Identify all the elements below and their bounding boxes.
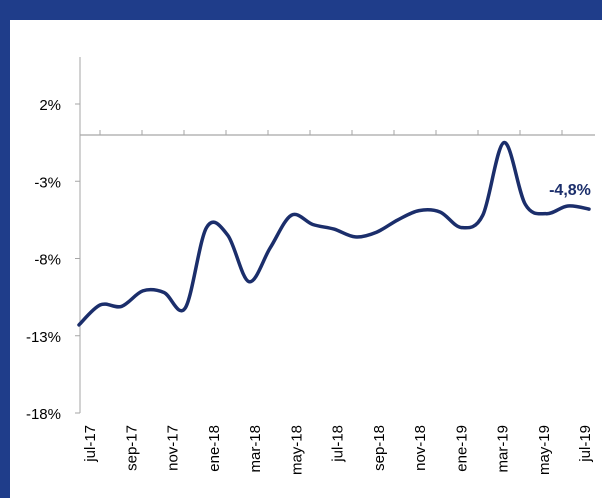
x-tick-label: jul-18 <box>330 425 347 463</box>
x-tick-label: nov-18 <box>412 425 429 471</box>
x-tick-label: nov-17 <box>165 425 182 471</box>
y-tick-label: -18% <box>26 406 61 423</box>
x-tick-label: jul-17 <box>82 425 99 463</box>
end-data-label: -4,8% <box>549 182 591 199</box>
x-tick-label: may-18 <box>288 425 305 475</box>
series <box>77 140 591 327</box>
x-tick-label: sep-17 <box>123 425 140 471</box>
y-tick-label: -13% <box>26 329 61 346</box>
x-tick-label: jul-19 <box>577 425 594 463</box>
x-tick-label: mar-19 <box>495 425 512 473</box>
x-tick-label: ene-19 <box>453 425 470 472</box>
x-axis: jul-17 sep-17 nov-17 ene-18 mar-18 may-18 jul-… <box>80 130 595 475</box>
y-tick-label: 2% <box>39 97 61 114</box>
y-tick-label: -8% <box>34 252 61 269</box>
series-line <box>77 140 591 327</box>
y-tick-label: -3% <box>34 174 61 191</box>
y-axis: 2% -3% -8% -13% -18% <box>26 57 81 423</box>
x-tick-label: sep-18 <box>371 425 388 471</box>
x-tick-label: mar-18 <box>247 425 264 473</box>
x-tick-label: may-19 <box>536 425 553 475</box>
x-tick-label: ene-18 <box>206 425 223 472</box>
